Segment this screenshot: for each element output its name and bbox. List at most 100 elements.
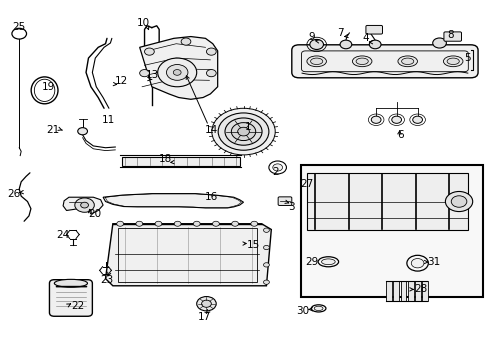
Text: 15: 15 (246, 239, 259, 249)
Text: 13: 13 (146, 70, 159, 80)
Circle shape (81, 202, 88, 208)
Text: 27: 27 (300, 179, 313, 189)
Circle shape (432, 38, 446, 48)
Text: 30: 30 (296, 306, 309, 316)
Text: 10: 10 (136, 18, 149, 28)
Text: 11: 11 (101, 115, 114, 125)
Bar (414, 282, 420, 301)
Text: 31: 31 (426, 257, 439, 267)
Text: 29: 29 (305, 257, 318, 267)
Text: 1: 1 (244, 122, 251, 132)
Circle shape (174, 221, 181, 226)
Text: 7: 7 (336, 28, 343, 38)
Text: 26: 26 (8, 189, 21, 199)
Circle shape (445, 192, 472, 212)
Bar (422, 282, 427, 301)
Text: 9: 9 (308, 32, 314, 42)
Circle shape (136, 221, 142, 226)
Polygon shape (122, 157, 239, 166)
Text: 17: 17 (198, 312, 211, 322)
Ellipse shape (401, 58, 413, 64)
FancyBboxPatch shape (443, 32, 461, 41)
Circle shape (158, 58, 196, 87)
Text: 12: 12 (115, 76, 128, 86)
Ellipse shape (306, 56, 326, 67)
Circle shape (218, 113, 268, 150)
Polygon shape (63, 197, 103, 214)
Circle shape (193, 221, 200, 226)
Text: 18: 18 (159, 154, 172, 164)
Circle shape (181, 38, 190, 45)
Text: 23: 23 (100, 275, 113, 285)
Circle shape (224, 118, 262, 145)
Ellipse shape (397, 56, 417, 67)
FancyBboxPatch shape (278, 197, 291, 206)
Circle shape (450, 196, 466, 207)
Circle shape (231, 221, 238, 226)
Text: 20: 20 (87, 209, 101, 219)
Ellipse shape (310, 58, 322, 64)
Circle shape (211, 108, 275, 155)
Text: 21: 21 (47, 125, 60, 135)
Bar (300, 165, 483, 297)
Circle shape (201, 300, 211, 307)
Text: 14: 14 (204, 125, 218, 135)
Ellipse shape (446, 58, 458, 64)
Circle shape (196, 297, 216, 311)
Bar (400, 282, 406, 301)
Circle shape (117, 221, 123, 226)
Ellipse shape (314, 306, 323, 311)
Circle shape (250, 221, 257, 226)
Polygon shape (306, 173, 467, 230)
Text: 5: 5 (464, 53, 470, 63)
Polygon shape (103, 194, 243, 208)
Bar (385, 282, 391, 301)
FancyBboxPatch shape (365, 26, 382, 34)
Bar (407, 282, 413, 301)
Text: 3: 3 (287, 202, 294, 212)
Circle shape (410, 258, 423, 268)
Polygon shape (140, 37, 217, 99)
Text: 25: 25 (13, 22, 26, 32)
Text: 8: 8 (446, 30, 453, 40)
Bar (118, 228, 256, 282)
Polygon shape (105, 224, 271, 286)
Circle shape (155, 221, 162, 226)
Circle shape (368, 40, 380, 49)
Circle shape (263, 263, 269, 267)
Text: 24: 24 (57, 230, 70, 239)
Text: 2: 2 (272, 167, 279, 177)
Ellipse shape (352, 56, 371, 67)
Text: 28: 28 (413, 284, 427, 294)
Ellipse shape (54, 279, 87, 287)
Circle shape (231, 123, 255, 140)
Circle shape (173, 69, 181, 75)
Text: 16: 16 (204, 192, 218, 202)
Circle shape (212, 221, 219, 226)
Circle shape (75, 198, 94, 212)
Text: 4: 4 (362, 33, 368, 43)
Text: 22: 22 (71, 301, 84, 311)
Circle shape (263, 246, 269, 250)
Circle shape (339, 40, 351, 49)
Circle shape (309, 40, 323, 49)
Circle shape (263, 228, 269, 232)
Circle shape (206, 48, 216, 55)
Circle shape (166, 64, 187, 80)
FancyBboxPatch shape (49, 280, 92, 316)
Circle shape (370, 116, 380, 123)
Ellipse shape (355, 58, 367, 64)
Circle shape (140, 69, 149, 77)
Ellipse shape (321, 259, 334, 265)
Circle shape (237, 127, 249, 136)
Circle shape (263, 280, 269, 284)
Text: 19: 19 (42, 82, 55, 93)
Circle shape (78, 128, 87, 135)
Ellipse shape (443, 56, 462, 67)
Bar (392, 282, 398, 301)
Text: 6: 6 (396, 130, 403, 140)
Circle shape (272, 164, 282, 171)
FancyBboxPatch shape (291, 45, 477, 78)
Circle shape (206, 69, 216, 77)
Circle shape (412, 116, 422, 123)
